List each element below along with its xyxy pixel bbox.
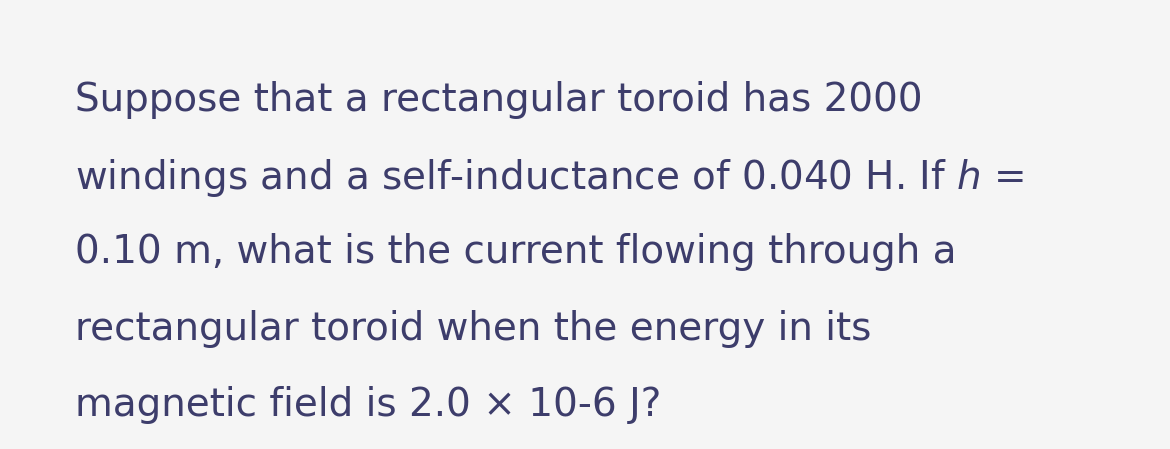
Text: Suppose that a rectangular toroid has 2000: Suppose that a rectangular toroid has 20… bbox=[75, 81, 922, 119]
Text: windings and a self-inductance of 0.040 H. If $h$ =: windings and a self-inductance of 0.040 … bbox=[75, 157, 1024, 199]
Text: magnetic field is 2.0 × 10-6 J?: magnetic field is 2.0 × 10-6 J? bbox=[75, 386, 661, 424]
Text: 0.10 m, what is the current flowing through a: 0.10 m, what is the current flowing thro… bbox=[75, 233, 956, 272]
Text: rectangular toroid when the energy in its: rectangular toroid when the energy in it… bbox=[75, 310, 870, 348]
